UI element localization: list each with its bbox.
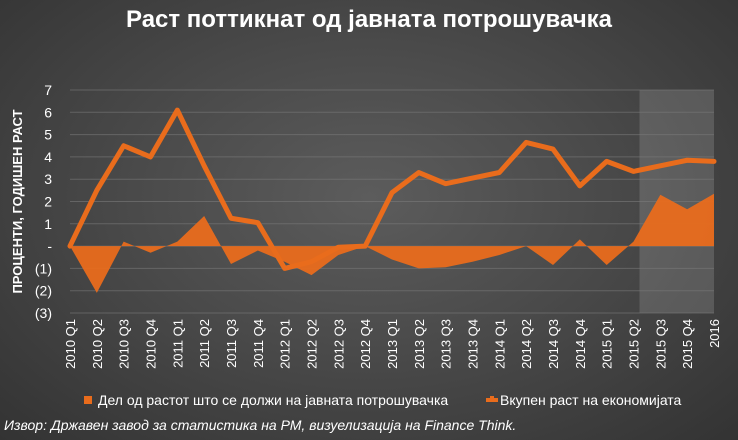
y-tick-label: 6 [44,104,52,120]
y-tick-label: 4 [44,149,52,165]
x-tick-label: 2016 [707,319,722,348]
x-tick-label: 2013 Q3 [439,319,454,369]
x-tick-label: 2010 Q1 [63,319,78,369]
y-tick-label: 1 [44,216,52,232]
legend-swatch-area [84,396,92,404]
legend-swatch-line [486,396,498,402]
x-tick-label: 2012 Q1 [278,319,293,369]
x-tick-label: 2011 Q3 [224,319,239,368]
legend-label-total: Вкупен раст на економијата [500,392,682,408]
y-axis-title: ПРОЦЕНТИ, ГОДИШЕН РАСТ [10,109,25,293]
source-note: Извор: Државен завод за статистика на РМ… [4,417,517,433]
y-tick-label: 2 [44,194,52,210]
x-tick-label: 2015 Q3 [653,319,668,369]
line-total-growth [67,107,717,271]
x-tick-label: 2013 Q4 [466,319,481,369]
x-tick-label: 2011 Q4 [251,319,266,368]
x-tick-label: 2012 Q4 [358,319,373,369]
y-tick-label: (2) [35,283,52,299]
x-tick-label: 2014 Q2 [519,319,534,369]
x-tick-label: 2013 Q1 [385,319,400,369]
x-tick-label: 2012 Q2 [305,319,320,369]
x-tick-label: 2010 Q3 [117,319,132,369]
y-tick-label: 7 [44,82,52,98]
x-tick-label: 2013 Q2 [412,319,427,369]
x-tick-label: 2014 Q4 [573,319,588,369]
y-tick-label: (3) [35,305,52,321]
x-tick-label: 2014 Q1 [492,319,507,369]
y-tick-label: 3 [44,171,52,187]
x-tick-label: 2010 Q4 [144,319,159,369]
x-tick-label: 2010 Q2 [90,319,105,369]
legend-label-share: Дел од растот што се должи на јавната по… [98,392,449,408]
x-tick-label: 2012 Q3 [331,319,346,369]
chart-title: Раст поттикнат од јавната потрошувачка [126,6,612,33]
area-share-public-consumption [70,193,714,293]
x-tick-label: 2011 Q1 [170,319,185,368]
y-tick-label: - [47,238,52,254]
x-tick-label: 2015 Q2 [627,319,642,369]
x-tick-label: 2014 Q3 [546,319,561,369]
legend-item-total: Вкупен раст на економијата [486,392,681,408]
x-tick-label: 2015 Q4 [680,319,695,369]
y-tick-label: (1) [35,260,52,276]
y-tick-label: 5 [44,127,52,143]
x-tick-label: 2015 Q1 [600,319,615,369]
x-tick-label: 2011 Q2 [197,319,212,368]
legend-item-share: Дел од растот што се должи на јавната по… [84,392,448,408]
